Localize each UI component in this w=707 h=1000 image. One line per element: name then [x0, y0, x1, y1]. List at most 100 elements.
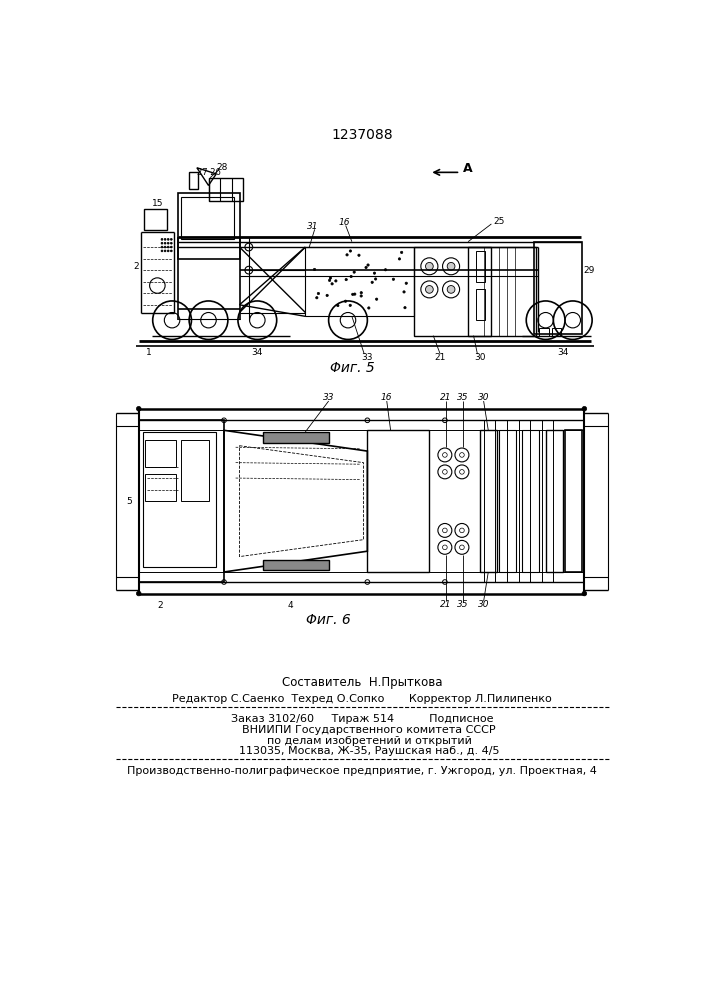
- Circle shape: [582, 406, 587, 411]
- Text: 29: 29: [583, 266, 595, 275]
- Text: 35: 35: [457, 393, 469, 402]
- Circle shape: [368, 307, 370, 309]
- Circle shape: [346, 254, 349, 256]
- Circle shape: [329, 277, 332, 279]
- Text: 21: 21: [435, 353, 446, 362]
- Text: 15: 15: [153, 199, 164, 208]
- Circle shape: [353, 271, 356, 273]
- Bar: [476, 289, 485, 320]
- Text: 21: 21: [440, 393, 451, 402]
- Circle shape: [460, 545, 464, 550]
- Bar: [522, 430, 539, 572]
- Circle shape: [345, 278, 347, 281]
- Circle shape: [351, 293, 354, 296]
- Text: Заказ 3102/60     Тираж 514          Подписное: Заказ 3102/60 Тираж 514 Подписное: [230, 714, 493, 724]
- Circle shape: [164, 238, 166, 240]
- Circle shape: [334, 280, 337, 282]
- Circle shape: [443, 545, 448, 550]
- Text: 33: 33: [361, 353, 373, 362]
- Circle shape: [168, 242, 169, 244]
- Text: 25: 25: [493, 217, 505, 226]
- Circle shape: [443, 470, 448, 474]
- Circle shape: [337, 304, 339, 307]
- Circle shape: [392, 278, 395, 280]
- Circle shape: [426, 286, 433, 293]
- Bar: [143, 432, 216, 567]
- Circle shape: [170, 238, 173, 240]
- Text: 35: 35: [457, 600, 469, 609]
- Circle shape: [403, 291, 405, 293]
- Circle shape: [443, 453, 448, 457]
- Text: Производственно-полиграфическое предприятие, г. Ужгород, ул. Проектная, 4: Производственно-полиграфическое предприя…: [127, 766, 597, 776]
- Bar: [499, 430, 516, 572]
- Bar: [539, 328, 549, 336]
- Text: 4: 4: [287, 601, 293, 610]
- Text: 5: 5: [127, 497, 132, 506]
- Circle shape: [313, 268, 316, 271]
- Text: A: A: [463, 162, 473, 175]
- Text: 28: 28: [216, 163, 228, 172]
- Circle shape: [365, 266, 367, 269]
- Text: 31: 31: [308, 222, 319, 231]
- Text: 27 26: 27 26: [197, 168, 221, 177]
- Circle shape: [170, 250, 173, 252]
- Circle shape: [385, 269, 387, 271]
- Bar: [468, 247, 491, 336]
- Circle shape: [168, 246, 169, 248]
- Bar: [177, 193, 240, 259]
- Bar: [368, 430, 429, 572]
- Circle shape: [448, 262, 455, 270]
- Circle shape: [170, 246, 173, 248]
- Text: 2: 2: [158, 601, 163, 610]
- Circle shape: [168, 238, 169, 240]
- Circle shape: [161, 246, 163, 248]
- Bar: [145, 440, 176, 466]
- Circle shape: [398, 258, 401, 260]
- Text: 34: 34: [557, 348, 568, 357]
- Circle shape: [164, 242, 166, 244]
- Bar: [182, 197, 234, 239]
- Circle shape: [161, 238, 163, 240]
- Circle shape: [315, 297, 318, 299]
- Circle shape: [161, 250, 163, 252]
- Circle shape: [161, 242, 163, 244]
- Text: 30: 30: [478, 393, 489, 402]
- Bar: [144, 209, 168, 230]
- Circle shape: [443, 528, 448, 533]
- Circle shape: [164, 246, 166, 248]
- Circle shape: [404, 307, 406, 309]
- Bar: [552, 328, 561, 336]
- Bar: [565, 430, 582, 572]
- Bar: [263, 432, 329, 443]
- Circle shape: [358, 254, 360, 256]
- Circle shape: [371, 281, 373, 283]
- Circle shape: [375, 278, 377, 280]
- Circle shape: [367, 264, 369, 266]
- Bar: [546, 430, 563, 572]
- Text: по делам изобретений и открытий: по делам изобретений и открытий: [252, 736, 472, 746]
- Circle shape: [136, 591, 141, 596]
- Bar: [414, 247, 537, 336]
- Circle shape: [582, 591, 587, 596]
- Circle shape: [170, 242, 173, 244]
- Text: 1237088: 1237088: [331, 128, 393, 142]
- Bar: [305, 247, 414, 316]
- Circle shape: [460, 470, 464, 474]
- Circle shape: [448, 286, 455, 293]
- Bar: [209, 178, 243, 201]
- Circle shape: [168, 250, 169, 252]
- Circle shape: [326, 294, 328, 297]
- Circle shape: [331, 283, 333, 285]
- Text: 30: 30: [474, 353, 486, 362]
- Circle shape: [354, 293, 356, 295]
- Text: 30: 30: [478, 600, 489, 609]
- Text: Φиг. 6: Φиг. 6: [306, 613, 351, 628]
- Bar: [139, 420, 224, 582]
- Circle shape: [350, 275, 352, 278]
- Circle shape: [349, 250, 351, 252]
- Bar: [480, 430, 497, 572]
- Bar: [263, 560, 329, 570]
- Circle shape: [136, 406, 141, 411]
- Text: 33: 33: [323, 393, 334, 402]
- Circle shape: [360, 292, 363, 294]
